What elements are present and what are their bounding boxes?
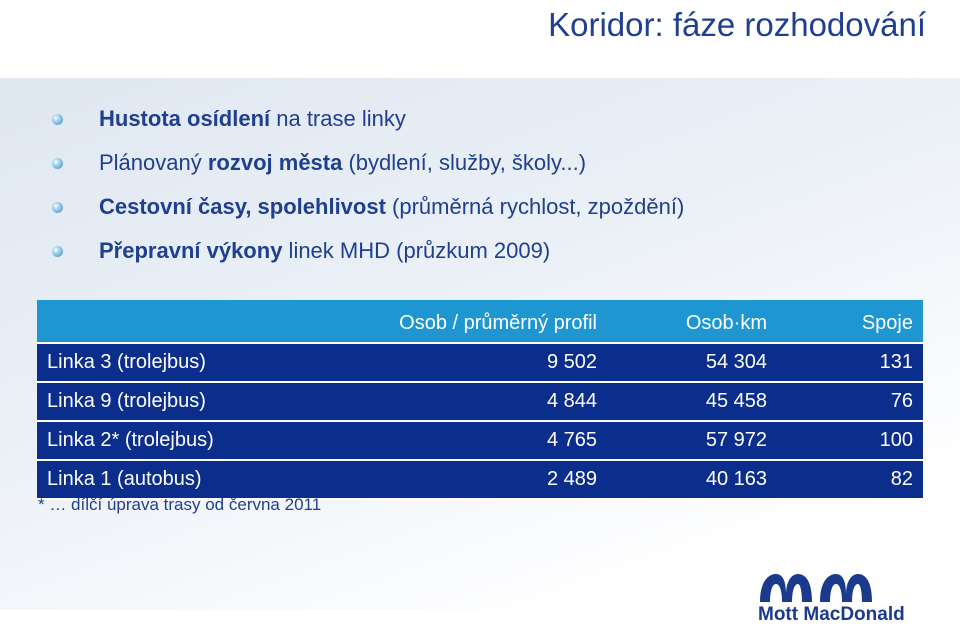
table-cell: 100	[777, 421, 923, 461]
bullet-text: (bydlení, služby, školy...)	[342, 150, 587, 175]
bullet-bold: Cestovní časy, spolehlivost	[99, 194, 386, 219]
table-header-row: Osob / průměrný profil Osob·km Spoje	[37, 300, 923, 344]
table-row: Linka 9 (trolejbus) 4 844 45 458 76	[37, 382, 923, 422]
table-row: Linka 2* (trolejbus) 4 765 57 972 100	[37, 421, 923, 461]
line-name-cell: Linka 3 (trolejbus)	[37, 343, 337, 383]
bullet-bold: Hustota osídlení	[99, 106, 271, 131]
header-cell: Osob / průměrný profil	[337, 300, 607, 344]
bullet-item: Hustota osídlení na trase linky	[52, 101, 684, 145]
bullet-text: linek MHD (průzkum 2009)	[282, 238, 551, 263]
logo-wordmark: Mott MacDonald	[758, 604, 905, 625]
table-cell: 4 765	[337, 421, 607, 461]
table-cell: 40 163	[607, 460, 777, 500]
table-cell: 2 489	[337, 460, 607, 500]
bullet-text: na trase linky	[270, 106, 406, 131]
table-cell: 131	[777, 343, 923, 383]
bullet-item: Přepravní výkony linek MHD (průzkum 2009…	[52, 233, 684, 277]
bullet-bold: rozvoj města	[207, 150, 343, 175]
bullet-dot-icon	[52, 246, 63, 257]
mott-macdonald-logo-icon	[760, 574, 872, 602]
bullet-dot-icon	[52, 158, 63, 169]
bullet-item: Cestovní časy, spolehlivost (průměrná ry…	[52, 189, 684, 233]
table-cell: 9 502	[337, 343, 607, 383]
header-cell: Spoje	[777, 300, 923, 344]
bullet-list: Hustota osídlení na trase linky Plánovan…	[52, 101, 684, 277]
header-cell	[37, 300, 337, 344]
table-cell: 54 304	[607, 343, 777, 383]
table-cell: 4 844	[337, 382, 607, 422]
bullet-bold: Přepravní výkony	[99, 238, 283, 263]
table-cell: 45 458	[607, 382, 777, 422]
bullet-dot-icon	[52, 114, 63, 125]
line-name-cell: Linka 9 (trolejbus)	[37, 382, 337, 422]
table-cell: 57 972	[607, 421, 777, 461]
footnote: * … dílčí úprava trasy od června 2011	[38, 495, 322, 514]
line-name-cell: Linka 2* (trolejbus)	[37, 421, 337, 461]
slide-title: Koridor: fáze rozhodování	[548, 6, 926, 43]
bullet-text: (průměrná rychlost, zpoždění)	[385, 194, 685, 219]
table-row: Linka 1 (autobus) 2 489 40 163 82	[37, 460, 923, 500]
ridership-table: Osob / průměrný profil Osob·km Spoje Lin…	[37, 300, 923, 500]
header-cell: Osob·km	[607, 300, 777, 344]
line-name-cell: Linka 1 (autobus)	[37, 460, 337, 500]
bullet-pre: Plánovaný	[99, 150, 208, 175]
table-cell: 82	[777, 460, 923, 500]
bullet-dot-icon	[52, 202, 63, 213]
table-cell: 76	[777, 382, 923, 422]
bullet-item: Plánovaný rozvoj města (bydlení, služby,…	[52, 145, 684, 189]
table-row: Linka 3 (trolejbus) 9 502 54 304 131	[37, 343, 923, 383]
